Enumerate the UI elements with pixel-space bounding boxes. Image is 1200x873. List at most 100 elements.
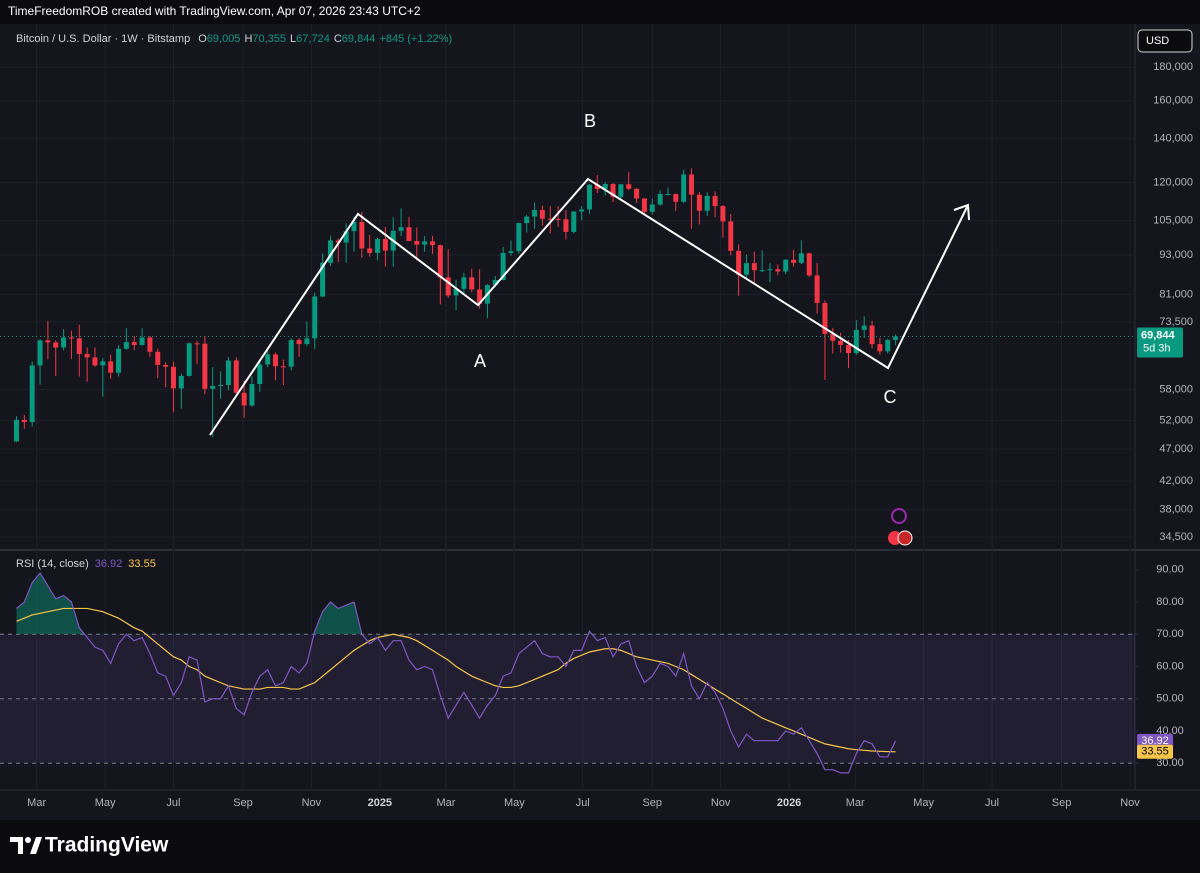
wave-label: C <box>884 387 897 407</box>
currency-button[interactable] <box>1137 29 1193 53</box>
y-tick-label: 58,000 <box>1159 383 1193 395</box>
x-tick-label: 2025 <box>368 797 392 809</box>
candle-body <box>92 357 98 366</box>
candle-body <box>846 344 852 354</box>
candle-body <box>853 329 859 354</box>
y-tick-label: 60.00 <box>1156 660 1184 672</box>
legend-value: 67,724 <box>296 33 330 45</box>
candle-body <box>563 219 569 232</box>
candle-body <box>767 269 773 271</box>
candle-body <box>861 325 867 330</box>
candle-body <box>233 360 239 393</box>
y-tick-label: 50.00 <box>1156 693 1184 705</box>
candle-body <box>728 221 734 251</box>
candle-body <box>304 338 310 345</box>
candle-body <box>657 193 663 205</box>
candle-body <box>359 221 365 249</box>
header-text: TimeFreedomROB created with TradingView.… <box>8 4 421 18</box>
x-tick-label: Jul <box>576 797 590 809</box>
candle-body <box>68 337 74 339</box>
last-price-box <box>1137 327 1183 358</box>
candle-body <box>516 223 522 252</box>
rsi-value-label: 33.55 <box>1141 746 1169 758</box>
icon <box>897 530 913 546</box>
x-tick-label: Jul <box>166 797 180 809</box>
legend-key: L <box>290 33 296 45</box>
candle-body <box>312 296 318 339</box>
candle-body <box>61 337 67 348</box>
candle-body <box>257 364 263 385</box>
legend-key: O <box>198 33 207 45</box>
candle-body <box>547 218 553 220</box>
y-tick-label: 42,000 <box>1159 475 1193 487</box>
candle-body <box>218 384 224 386</box>
candle-body <box>634 188 640 199</box>
candle-body <box>696 194 702 211</box>
legend-value: 69,005 <box>207 33 241 45</box>
x-tick-label: Jul <box>985 797 999 809</box>
candle-body <box>37 340 43 366</box>
candle-body <box>830 333 836 341</box>
candle-body <box>422 241 428 245</box>
candle-body <box>288 339 294 367</box>
candle-body <box>382 239 388 251</box>
candle-body <box>170 366 176 389</box>
candle-body <box>649 204 655 212</box>
candle-body <box>681 174 687 202</box>
y-tick-label: 40.00 <box>1156 725 1184 737</box>
y-tick-label: 120,000 <box>1153 177 1193 189</box>
candle-body <box>453 288 459 296</box>
x-tick-label: Nov <box>711 797 731 809</box>
candle-body <box>320 262 326 297</box>
candle-body <box>45 340 51 343</box>
candle-body <box>893 336 899 340</box>
y-tick-label: 30.00 <box>1156 757 1184 769</box>
candle-body <box>806 253 812 276</box>
candle-body <box>618 184 624 197</box>
footer-logo: TradingView <box>45 834 169 857</box>
y-tick-label: 140,000 <box>1153 133 1193 145</box>
candle-body <box>571 211 577 232</box>
candle-body <box>155 351 161 365</box>
candle-body <box>194 343 200 345</box>
candle-body <box>367 248 373 253</box>
x-tick-label: Sep <box>1052 797 1072 809</box>
candle-body <box>508 251 514 253</box>
candle-body <box>814 275 820 303</box>
candle-body <box>555 218 561 220</box>
candle-body <box>869 325 875 345</box>
candle-body <box>736 250 742 275</box>
candle-body <box>265 354 271 365</box>
candle-body <box>524 216 530 224</box>
candle-body <box>84 353 90 358</box>
candle-body <box>759 270 765 272</box>
candle-body <box>335 240 341 243</box>
candle-body <box>461 277 467 289</box>
logo-shape <box>30 837 42 854</box>
candle-body <box>579 209 585 212</box>
candle-body <box>186 343 192 376</box>
candle-body <box>100 361 106 366</box>
legend-value: 69,844 <box>342 33 376 45</box>
candle-body <box>822 302 828 334</box>
candle-body <box>202 343 208 389</box>
y-tick-label: 180,000 <box>1153 61 1193 73</box>
candle-body <box>586 184 592 210</box>
plot-layer: Mar May Jul Sep Nov 2025 Mar May Jul Sep Nov 2026 Ma… <box>0 24 1193 809</box>
candle-body <box>720 206 726 222</box>
x-tick-label: Mar <box>436 797 455 809</box>
rsi-legend: RSI (14, close) 36.92 33.55 <box>16 558 156 570</box>
y-tick-label: 105,000 <box>1153 215 1193 227</box>
legend-change: +845 (+1.22%) <box>379 33 452 45</box>
rsi-line <box>16 607 896 753</box>
candle-body <box>500 252 506 281</box>
currency-text[interactable]: USD <box>1146 35 1169 47</box>
x-tick-label: May <box>913 797 934 809</box>
candle-body <box>704 195 710 211</box>
candle-body <box>178 375 184 389</box>
countdown-label: 5d 3h <box>1143 342 1171 354</box>
candle-body <box>296 339 302 345</box>
candle-body <box>123 342 129 349</box>
